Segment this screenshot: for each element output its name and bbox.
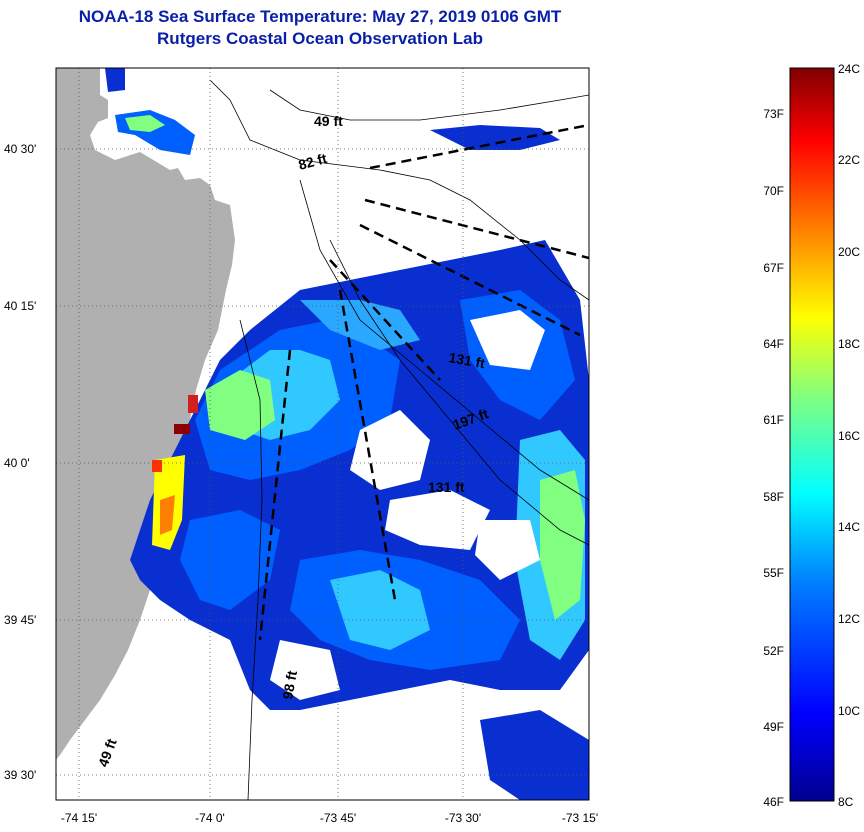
shipping-lane <box>364 198 589 260</box>
colorbar-f-label: 64F <box>763 337 784 351</box>
colorbar: 73F 70F 67F 64F 61F 58F 55F 52F 49F 46F … <box>763 62 860 809</box>
colorbar-c-label: 20C <box>838 245 860 259</box>
depth-label: 131 ft <box>447 349 486 371</box>
bathymetry-contour <box>209 79 589 301</box>
colorbar-f-label: 46F <box>763 795 784 809</box>
lon-label: -74 0' <box>195 811 225 825</box>
colorbar-c-label: 24C <box>838 62 860 76</box>
shipping-lane <box>329 259 441 381</box>
depth-label: 98 ft <box>279 669 300 700</box>
colorbar-c-label: 16C <box>838 429 860 443</box>
colorbar-c-label: 14C <box>838 520 860 534</box>
lon-label: -73 15' <box>562 811 598 825</box>
bathymetry-contour <box>269 89 589 121</box>
colorbar-f-label: 55F <box>763 566 784 580</box>
colorbar-gradient <box>789 67 835 802</box>
lon-label: -73 45' <box>320 811 356 825</box>
colorbar-f-label: 52F <box>763 644 784 658</box>
land-new-jersey <box>56 68 235 760</box>
colorbar-c-label: 18C <box>838 337 860 351</box>
colorbar-f-label: 67F <box>763 261 784 275</box>
shipping-lane <box>258 349 292 641</box>
bathymetry-contour <box>239 319 263 800</box>
lat-label: 39 30' <box>4 768 36 782</box>
lat-label: 40 15' <box>4 299 36 313</box>
shipping-lane <box>359 223 581 337</box>
colorbar-f-label: 61F <box>763 413 784 427</box>
bathymetry-contour <box>299 179 589 501</box>
colorbar-c-label: 8C <box>838 795 854 809</box>
colorbar-c-label: 12C <box>838 612 860 626</box>
lon-label: -73 30' <box>445 811 481 825</box>
depth-label: 82 ft <box>297 150 329 173</box>
map-title: NOAA-18 Sea Surface Temperature: May 27,… <box>78 7 562 26</box>
colorbar-f-label: 73F <box>763 107 784 121</box>
sst-data-layer <box>105 68 589 800</box>
depth-label: 49 ft <box>314 113 343 129</box>
lat-label: 39 45' <box>4 613 36 627</box>
colorbar-f-label: 58F <box>763 490 784 504</box>
lat-label: 40 30' <box>4 142 36 156</box>
colorbar-f-label: 70F <box>763 184 784 198</box>
depth-label: 131 ft <box>428 479 465 495</box>
shipping-lane <box>338 289 397 601</box>
map-border <box>55 67 590 801</box>
colorbar-f-label: 49F <box>763 720 784 734</box>
bathymetry-contour <box>329 239 589 546</box>
colorbar-c-label: 22C <box>838 153 860 167</box>
colorbar-c-label: 10C <box>838 704 860 718</box>
lon-label: -74 15' <box>61 811 97 825</box>
map-subtitle: Rutgers Coastal Ocean Observation Lab <box>157 29 483 48</box>
shipping-lane <box>369 123 589 170</box>
lat-label: 40 0' <box>4 456 30 470</box>
